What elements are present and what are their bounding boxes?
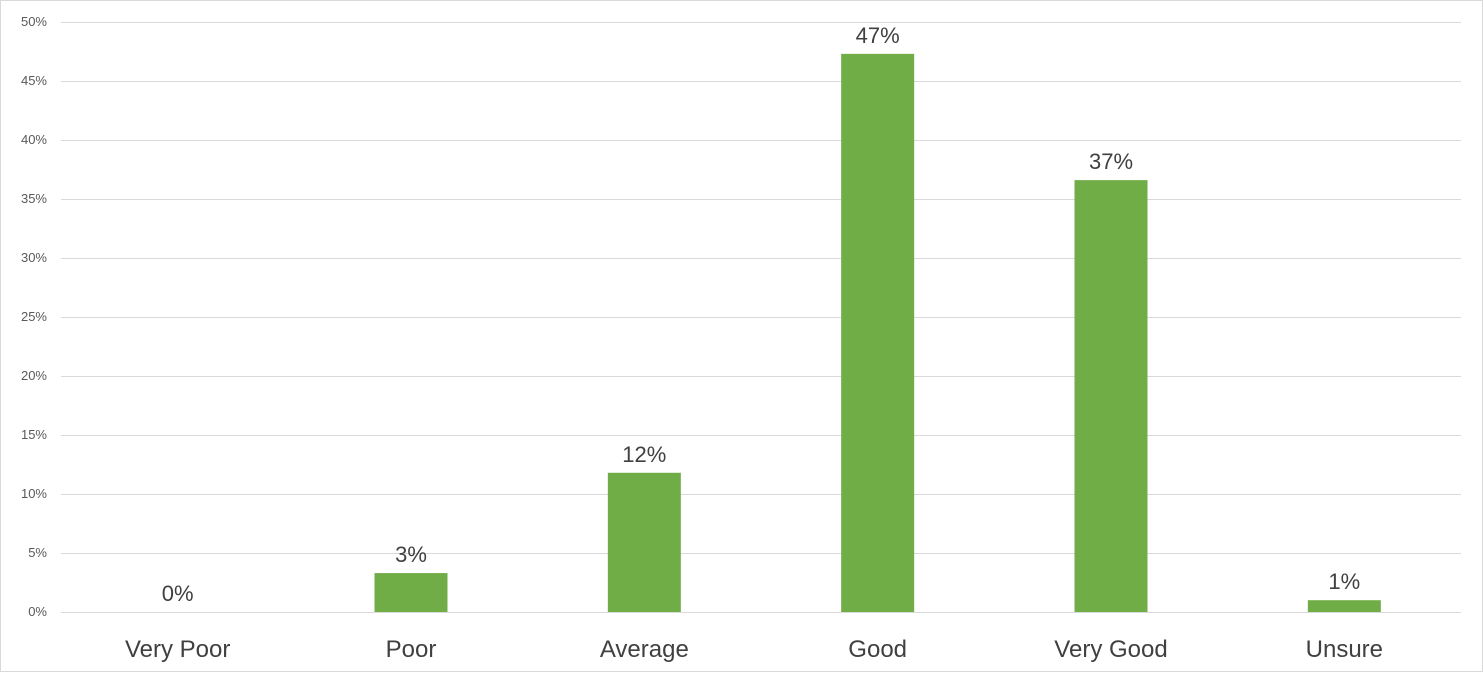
y-tick-label: 20% [21,368,47,383]
data-label: 0% [162,581,194,606]
y-tick-label: 35% [21,191,47,206]
x-category-label: Very Poor [125,636,230,663]
bar [1307,600,1381,612]
x-category-label: Very Good [1054,636,1167,663]
y-tick-label: 45% [21,73,47,88]
data-label: 47% [856,23,900,48]
bar [841,53,915,613]
y-tick-label: 40% [21,132,47,147]
y-tick-label: 25% [21,309,47,324]
x-category-label: Good [848,636,907,663]
bars [374,53,1381,613]
y-tick-label: 10% [21,486,47,501]
x-category-label: Average [600,636,689,663]
category-labels: Very Poor Poor Average Good Very Good Unsure [125,636,1383,663]
bar [1074,180,1148,612]
y-tick-label: 30% [21,250,47,265]
y-tick-label: 5% [28,545,47,560]
x-category-label: Poor [386,636,437,663]
bar [374,573,448,612]
y-tick-label: 50% [21,14,47,29]
data-label: 1% [1328,569,1360,594]
data-label: 3% [395,542,427,567]
y-tick-label: 15% [21,427,47,442]
y-axis-ticks: 0% 5% 10% 15% 20% 25% 30% 35% 40% 45% 50% [21,14,47,619]
data-labels: 0% 3% 12% 47% 37% 1% [162,23,1360,606]
y-tick-label: 0% [28,604,47,619]
x-category-label: Unsure [1306,636,1383,663]
gridlines [61,22,1461,613]
data-label: 12% [622,442,666,467]
data-label: 37% [1089,149,1133,174]
bar [607,472,681,612]
